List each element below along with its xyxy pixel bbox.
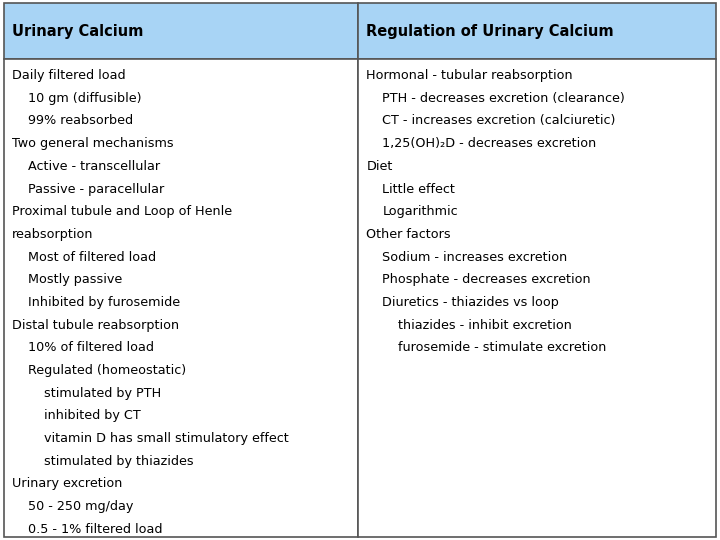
- Text: PTH - decreases excretion (clearance): PTH - decreases excretion (clearance): [382, 92, 625, 105]
- Text: Urinary Calcium: Urinary Calcium: [12, 24, 143, 38]
- Text: Passive - paracellular: Passive - paracellular: [28, 183, 164, 195]
- Text: Most of filtered load: Most of filtered load: [28, 251, 156, 264]
- Text: Diuretics - thiazides vs loop: Diuretics - thiazides vs loop: [382, 296, 559, 309]
- Text: Active - transcellular: Active - transcellular: [28, 160, 161, 173]
- Text: reabsorption: reabsorption: [12, 228, 94, 241]
- Text: Other factors: Other factors: [366, 228, 451, 241]
- Text: Distal tubule reabsorption: Distal tubule reabsorption: [12, 319, 179, 332]
- Text: Sodium - increases excretion: Sodium - increases excretion: [382, 251, 567, 264]
- Text: stimulated by PTH: stimulated by PTH: [44, 387, 161, 400]
- Text: Regulation of Urinary Calcium: Regulation of Urinary Calcium: [366, 24, 614, 38]
- Bar: [4, 3, 358, 59]
- Text: 99% reabsorbed: 99% reabsorbed: [28, 114, 133, 127]
- Text: Two general mechanisms: Two general mechanisms: [12, 137, 174, 150]
- Text: Logarithmic: Logarithmic: [382, 205, 458, 218]
- Text: Proximal tubule and Loop of Henle: Proximal tubule and Loop of Henle: [12, 205, 233, 218]
- Text: Mostly passive: Mostly passive: [28, 273, 122, 286]
- Text: stimulated by thiazides: stimulated by thiazides: [44, 455, 194, 468]
- Text: vitamin D has small stimulatory effect: vitamin D has small stimulatory effect: [44, 432, 289, 445]
- Text: Little effect: Little effect: [382, 183, 455, 195]
- Text: 0.5 - 1% filtered load: 0.5 - 1% filtered load: [28, 523, 163, 536]
- Bar: [4, 59, 358, 537]
- Text: Diet: Diet: [366, 160, 393, 173]
- Text: CT - increases excretion (calciuretic): CT - increases excretion (calciuretic): [382, 114, 616, 127]
- Text: Inhibited by furosemide: Inhibited by furosemide: [28, 296, 180, 309]
- Text: thiazides - inhibit excretion: thiazides - inhibit excretion: [398, 319, 572, 332]
- Text: Urinary excretion: Urinary excretion: [12, 477, 122, 490]
- Text: 1,25(OH)₂D - decreases excretion: 1,25(OH)₂D - decreases excretion: [382, 137, 597, 150]
- Text: furosemide - stimulate excretion: furosemide - stimulate excretion: [398, 341, 606, 354]
- Text: 10% of filtered load: 10% of filtered load: [28, 341, 154, 354]
- Text: Regulated (homeostatic): Regulated (homeostatic): [28, 364, 186, 377]
- Bar: [358, 59, 716, 537]
- Text: 50 - 250 mg/day: 50 - 250 mg/day: [28, 500, 133, 513]
- Text: 10 gm (diffusible): 10 gm (diffusible): [28, 92, 142, 105]
- Bar: [358, 3, 716, 59]
- Text: inhibited by CT: inhibited by CT: [44, 409, 140, 422]
- Text: Daily filtered load: Daily filtered load: [12, 69, 126, 82]
- Text: Phosphate - decreases excretion: Phosphate - decreases excretion: [382, 273, 591, 286]
- Text: Hormonal - tubular reabsorption: Hormonal - tubular reabsorption: [366, 69, 573, 82]
